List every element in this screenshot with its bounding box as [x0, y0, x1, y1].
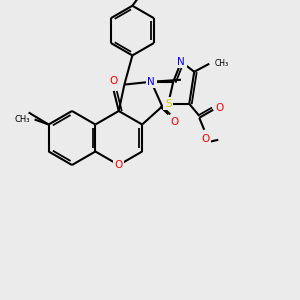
- Text: O: O: [170, 117, 178, 128]
- Text: N: N: [147, 77, 155, 87]
- Text: O: O: [110, 76, 118, 86]
- Text: O: O: [201, 134, 209, 144]
- Text: O: O: [115, 160, 123, 170]
- Text: S: S: [165, 99, 172, 109]
- Text: CH₃: CH₃: [14, 115, 30, 124]
- Text: O: O: [215, 103, 224, 113]
- Text: N: N: [177, 57, 185, 67]
- Text: CH₃: CH₃: [214, 59, 228, 68]
